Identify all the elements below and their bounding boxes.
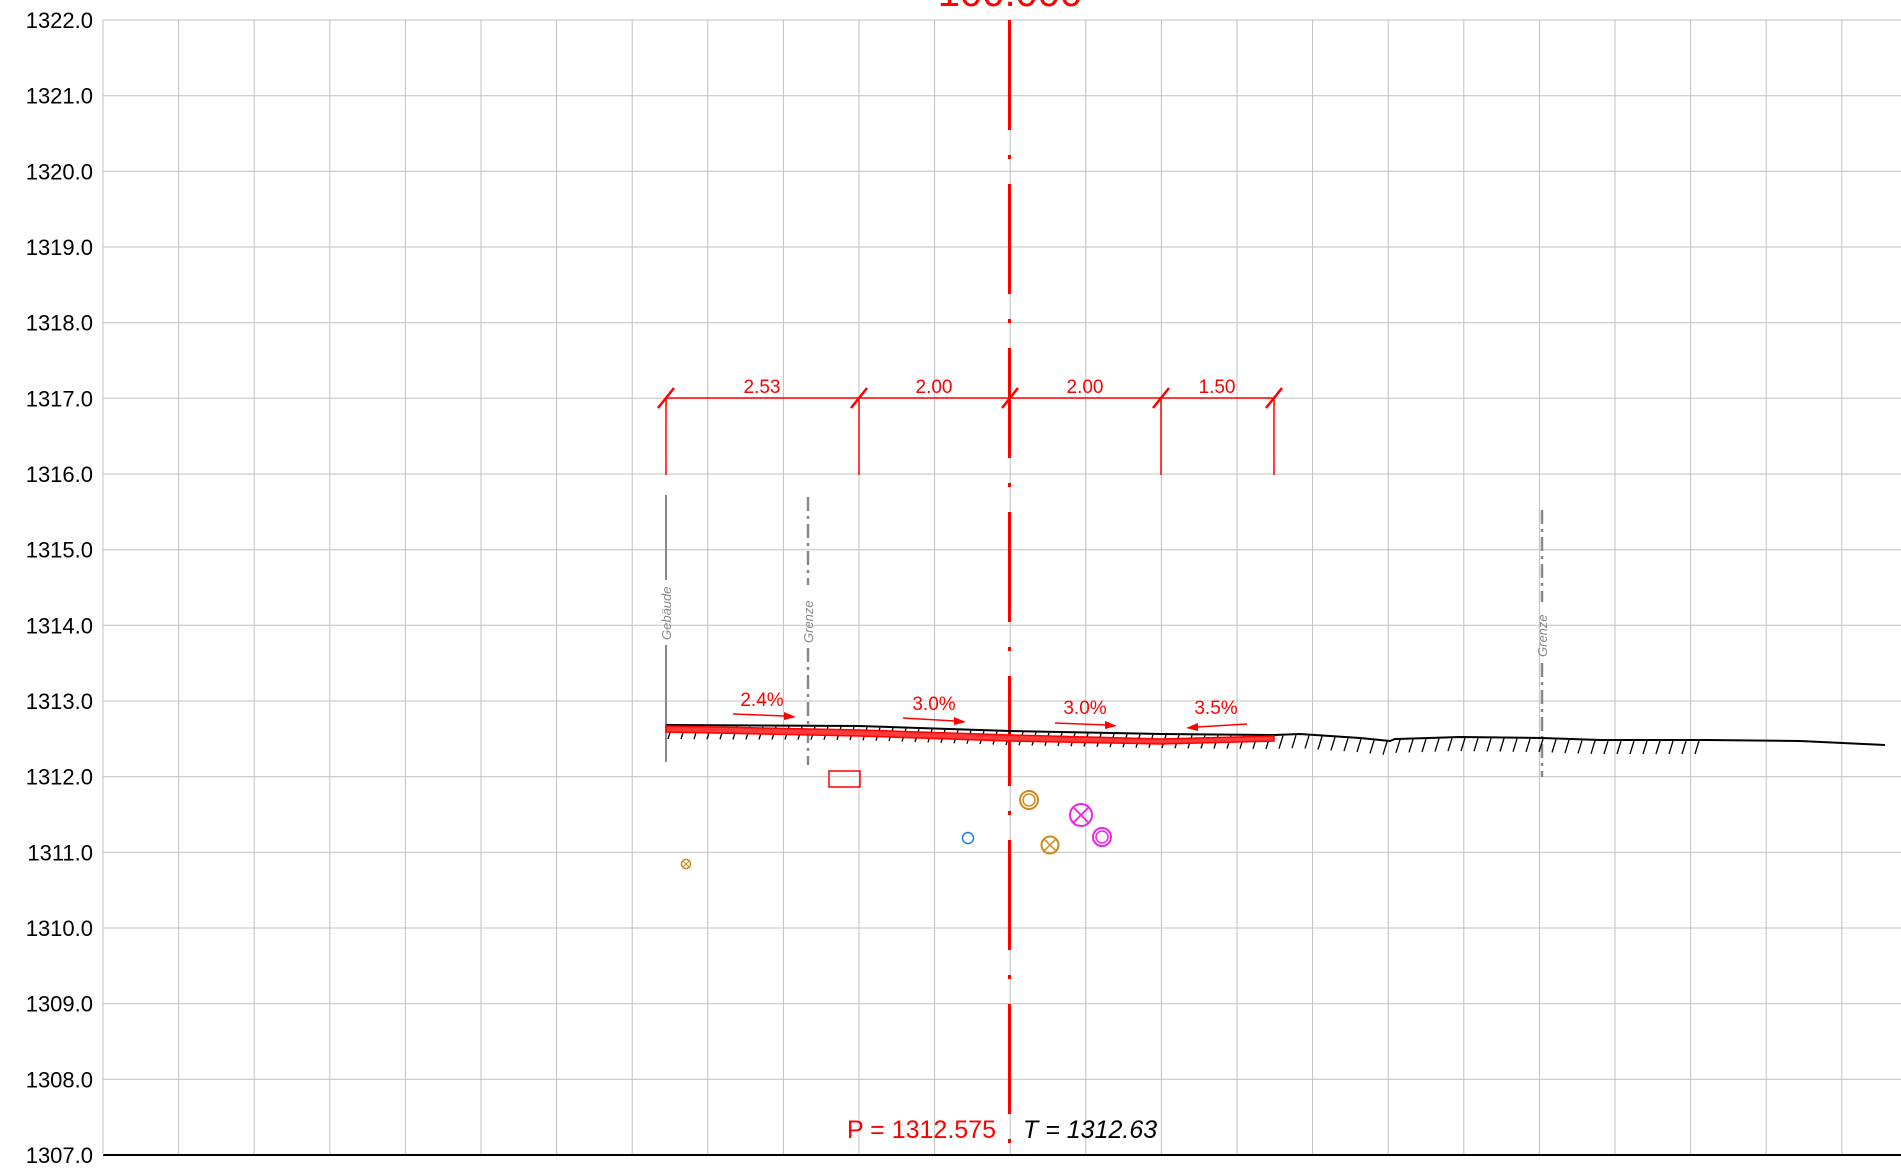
- y-tick-label: 1312.0: [26, 765, 93, 790]
- utility-symbols: [680, 770, 1112, 870]
- rectangle-marker: [828, 770, 861, 788]
- terrain-hatch: [1603, 740, 1609, 755]
- y-tick-label: 1322.0: [26, 8, 93, 33]
- magenta-double-circle-marker: [1092, 827, 1112, 847]
- y-tick-label: 1318.0: [26, 311, 93, 336]
- y-tick-label: 1319.0: [26, 235, 93, 260]
- terrain-hatch: [1486, 738, 1492, 752]
- feature-label-grenze: Grenze: [801, 600, 816, 643]
- y-tick-label: 1313.0: [26, 689, 93, 714]
- terrain-hatch: [1343, 738, 1349, 752]
- slope-arrow-head: [1105, 721, 1117, 729]
- feature-label-grenze-right: Grenze: [1535, 614, 1550, 657]
- terrain-hatch: [1681, 740, 1687, 755]
- terrain-hatch: [1551, 739, 1557, 753]
- terrain-hatch: [1655, 740, 1661, 755]
- slope-arrow-line: [1196, 723, 1248, 728]
- terrain-hatch: [1395, 739, 1401, 753]
- terrain-hatch: [1538, 738, 1544, 753]
- y-tick-label: 1321.0: [26, 84, 93, 109]
- dim-label: 1.50: [1199, 377, 1236, 398]
- terrain-elevation-label: T = 1312.63: [1023, 1116, 1157, 1144]
- orange-double-circle-marker: [1019, 790, 1039, 810]
- slope-arrow-line: [1054, 722, 1107, 726]
- dim-tick: [1001, 387, 1019, 409]
- terrain-hatch: [1499, 738, 1505, 752]
- terrain-hatch: [1278, 735, 1284, 749]
- terrain-hatch: [1694, 740, 1700, 755]
- slope-arrow-head: [1186, 723, 1198, 731]
- station-label: 100.000: [938, 0, 1083, 15]
- project-elevation-label: P = 1312.575: [847, 1116, 996, 1144]
- terrain-hatch: [1369, 740, 1375, 754]
- terrain-hatch: [1330, 737, 1336, 751]
- dim-tick: [1265, 387, 1283, 409]
- terrain-hatch: [1616, 740, 1622, 755]
- slope-arrows: 2.4% 3.0% 3.0% 3.5%: [732, 690, 1248, 731]
- dim-label: 2.00: [1067, 377, 1104, 398]
- magenta-crossed-circle-marker: [1069, 803, 1093, 827]
- dim-label: 2.53: [744, 377, 781, 398]
- terrain-hatch: [1525, 738, 1531, 753]
- terrain-hatch: [1577, 740, 1583, 754]
- orange-crossed-circle-marker: [1040, 835, 1060, 855]
- slope-arrow-line: [902, 717, 956, 722]
- terrain-hatch: [1291, 735, 1297, 749]
- y-tick-label: 1317.0: [26, 386, 93, 411]
- slope-arrow-head: [784, 712, 796, 720]
- blue-circle-marker: [961, 831, 975, 845]
- y-tick-label: 1308.0: [26, 1067, 93, 1092]
- slope-label: 3.0%: [912, 694, 955, 715]
- terrain-hatch: [1447, 738, 1453, 752]
- terrain-hatch: [1317, 736, 1323, 750]
- y-tick-label: 1314.0: [26, 613, 93, 638]
- terrain-hatch: [1434, 738, 1440, 752]
- feature-building-line: Gebäude: [659, 495, 674, 762]
- terrain-hatch: [1382, 741, 1388, 755]
- feature-boundary-line-left: Grenze: [801, 497, 816, 765]
- terrain-hatch: [1356, 738, 1362, 753]
- terrain-hatch: [1512, 738, 1518, 752]
- terrain-hatch: [1629, 740, 1635, 755]
- y-tick-label: 1315.0: [26, 538, 93, 563]
- slope-arrow-head: [954, 717, 966, 725]
- slope-label: 3.5%: [1194, 698, 1237, 719]
- y-tick-label: 1309.0: [26, 992, 93, 1017]
- dim-tick: [850, 387, 868, 409]
- terrain-hatch: [1564, 739, 1570, 754]
- terrain-hatch: [1408, 739, 1414, 753]
- terrain-hatch: [1460, 737, 1466, 752]
- dimension-chain: 2.53 2.00 2.00 1.50: [657, 377, 1283, 475]
- terrain-hatch: [1421, 738, 1427, 753]
- y-tick-label: 1311.0: [27, 840, 93, 865]
- y-tick-label: 1316.0: [26, 462, 93, 487]
- small-orange-marker: [680, 858, 692, 870]
- terrain-hatch: [1668, 740, 1674, 755]
- slope-arrow-line: [732, 713, 786, 717]
- y-axis-labels: 1322.0 1321.0 1320.0 1319.0 1318.0 1317.0 1316…: [26, 8, 93, 1168]
- terrain-hatch: [1590, 740, 1596, 754]
- terrain-hatch: [1473, 738, 1479, 752]
- feature-label-gebaeude: Gebäude: [659, 587, 674, 641]
- slope-label: 3.0%: [1063, 698, 1106, 719]
- y-tick-label: 1307.0: [26, 1143, 93, 1168]
- terrain-hatch: [1304, 735, 1310, 749]
- y-tick-label: 1320.0: [26, 159, 93, 184]
- y-tick-label: 1310.0: [26, 916, 93, 941]
- design-surface: [665, 725, 1275, 745]
- feature-boundary-line-right: Grenze: [1535, 510, 1550, 777]
- dim-label: 2.00: [916, 377, 953, 398]
- grid: [102, 19, 1901, 1156]
- terrain-hatch: [1642, 740, 1648, 755]
- slope-label: 2.4%: [740, 690, 783, 711]
- dim-tick: [1152, 387, 1170, 409]
- dim-tick: [657, 387, 675, 409]
